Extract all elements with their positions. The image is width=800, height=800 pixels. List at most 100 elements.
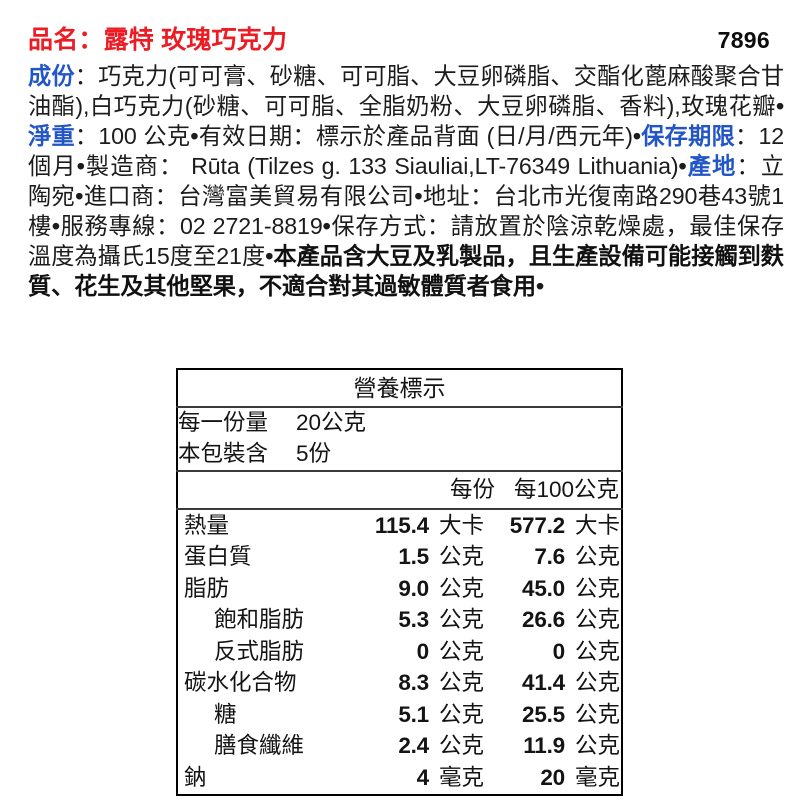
bullet-9: •: [322, 213, 331, 239]
nutrition-title: 營養標示: [177, 369, 623, 408]
manufacturer-value: Rūta (Tilzes g. 133 Siauliai,LT-76349 Li…: [191, 153, 679, 179]
serving-size-value: 20公克: [296, 409, 367, 435]
nutrient-per-serving-value: 115.4: [374, 512, 429, 538]
servings-per-pack-value: 5份: [296, 440, 332, 466]
servings-per-pack-label: 本包裝含: [178, 440, 269, 466]
nutrition-row: 蛋白質 1.5 公克 7.6 公克: [177, 542, 622, 574]
nutrient-per-100g-unit: 公克: [575, 670, 621, 695]
nutrient-per-100g-unit: 公克: [575, 544, 621, 569]
nutrition-row: 反式脂肪 0 公克 0 公克: [177, 636, 622, 668]
nutrient-per-serving-unit: 公克: [439, 670, 485, 695]
colon-3: ：: [292, 123, 316, 149]
nutrition-row: 脂肪 9.0 公克 45.0 公克: [177, 573, 622, 605]
product-code: 7896: [717, 27, 770, 53]
nutrition-column-header-row: 每份 每100公克: [177, 471, 623, 510]
nutrition-row: 熱量 115.4 大卡 577.2 大卡: [177, 509, 622, 542]
nutrient-per-serving-unit: 公克: [439, 701, 485, 727]
bullet-3: •: [632, 123, 641, 149]
nutrient-per-serving-value: 8.3: [398, 670, 429, 695]
nutrient-per-100g-value: 41.4: [522, 670, 565, 695]
nutrient-per-serving-value: 1.5: [398, 544, 429, 569]
nutrient-per-serving-unit: 公克: [439, 544, 485, 569]
bullet-6: •: [75, 183, 84, 209]
servings-per-pack-row: 本包裝含 5份: [177, 438, 623, 472]
colon-9: ：: [156, 213, 180, 239]
bullet-10: •: [265, 243, 274, 269]
bullet-11: •: [535, 273, 544, 299]
nutrient-per-serving-value: 2.4: [398, 733, 429, 758]
serving-size-row: 每一份量 20公克: [177, 407, 622, 438]
manufacturer-label: 製造商: [84, 153, 160, 179]
nutrient-per-100g-value: 20: [540, 764, 565, 790]
nutrient-per-serving-unit: 毫克: [439, 764, 485, 790]
nutrient-per-100g-unit: 公克: [575, 638, 621, 664]
nutrition-table-body: 營養標示 每一份量 20公克 本包裝含 5份 每份 每100公克 熱量 115.4 大卡…: [177, 369, 623, 795]
shelf-life-value: 12個月: [28, 123, 785, 179]
nutrition-row: 膳食纖維 2.4 公克 11.9 公克: [177, 731, 622, 763]
expiry-label: 有效日期: [198, 123, 293, 149]
nutrition-table: 營養標示 每一份量 20公克 本包裝含 5份 每份 每100公克 熱量 115.4 大卡…: [176, 368, 624, 796]
servings-per-pack-cell: 本包裝含 5份: [177, 438, 623, 472]
nutrient-per-100g-unit: 大卡: [575, 512, 621, 538]
nutrient-per-100g-unit: 公克: [575, 733, 621, 758]
product-name-field-label: 品名：: [28, 26, 104, 54]
ingredients-value: 巧克力(可可膏、砂糖、可可脂、大豆卵磷脂、交酯化蓖麻酸聚合甘油酯),白巧克力(砂…: [28, 63, 784, 119]
nutrition-row: 鈉 4 毫克 20 毫克: [177, 762, 622, 795]
nutrient-per-100g-unit: 毫克: [575, 764, 621, 790]
nutrient-per-100g-value: 7.6: [534, 544, 565, 569]
nutrient-name: 鈉: [184, 764, 207, 790]
colon-2: ：: [74, 123, 99, 149]
ingredients-label: 成份: [28, 63, 75, 89]
nutrition-row: 糖 5.1 公克 25.5 公克: [177, 699, 622, 731]
nutrition-row: 飽和脂肪 5.3 公克 26.6 公克: [177, 605, 622, 637]
bullet-1: •: [775, 93, 784, 119]
storage-value: 請放置於陰涼乾燥處，最佳保存溫度為攝氏15度至21度: [28, 213, 784, 269]
nutrient-name: 膳食纖維: [214, 733, 305, 758]
serving-size-cell: 每一份量 20公克: [177, 407, 622, 438]
nutrient-name: 熱量: [184, 512, 230, 538]
nutrient-per-serving-unit: 公克: [439, 638, 485, 664]
nutrient-name: 反式脂肪: [214, 638, 305, 664]
bullet-2: •: [190, 123, 199, 149]
nutrient-per-100g-unit: 公克: [575, 701, 621, 727]
nutrient-per-serving-unit: 公克: [439, 575, 485, 601]
bullet-8: •: [51, 213, 60, 239]
colon-10: ：: [426, 213, 451, 239]
nutrient-per-serving-unit: 大卡: [439, 512, 485, 538]
nutrient-per-100g-value: 0: [552, 638, 566, 664]
nutrient-per-100g-value: 25.5: [522, 701, 565, 727]
bullet-4: •: [76, 153, 85, 179]
storage-label: 保存方式: [330, 213, 427, 239]
nutrient-per-serving-value: 9.0: [398, 575, 429, 601]
nutrient-per-100g-value: 45.0: [522, 575, 565, 601]
nutrient-per-serving-value: 5.1: [398, 701, 429, 727]
service-line-value: 02 2721-8819: [179, 213, 323, 239]
nutrient-per-serving-value: 5.3: [398, 607, 429, 632]
bullet-7: •: [414, 183, 423, 209]
shelf-life-label: 保存期限: [640, 123, 735, 149]
colon-6: ：: [736, 153, 761, 179]
nutrition-facts-panel: 營養標示 每一份量 20公克 本包裝含 5份 每份 每100公克 熱量 115.4 大卡…: [176, 368, 624, 796]
col-header-per-100g: 每100公克: [497, 471, 623, 510]
col-header-per-serving: 每份: [352, 471, 497, 510]
allergen-warning: 本產品含大豆及乳製品，且生產設備可能接觸到麩質、花生及其他堅果，不適合對其過敏體…: [28, 243, 784, 299]
net-weight-value: 100 公克: [98, 123, 191, 149]
expiry-value: 標示於產品背面 (日/月/西元年): [315, 123, 633, 149]
colon-8: ：: [470, 183, 494, 209]
product-info-paragraph: 成份：巧克力(可可膏、砂糖、可可脂、大豆卵磷脂、交酯化蓖麻酸聚合甘油酯),白巧克…: [28, 61, 784, 301]
origin-label: 產地: [686, 153, 737, 179]
origin-value: 立陶宛: [28, 153, 784, 209]
nutrient-name: 碳水化合物: [184, 670, 297, 695]
nutrient-per-serving-unit: 公克: [439, 607, 485, 632]
product-name-value: 露特 玫瑰巧克力: [103, 26, 288, 54]
title-row: 品名：露特 玫瑰巧克力 7896: [28, 26, 778, 54]
importer-value: 台灣富美貿易有限公司: [178, 183, 415, 209]
nutrient-per-serving-unit: 公克: [439, 733, 485, 758]
nutrient-name: 飽和脂肪: [214, 607, 305, 632]
nutrient-per-serving-value: 0: [416, 638, 430, 664]
service-line-label: 服務專線: [59, 213, 157, 239]
nutrition-row: 碳水化合物 8.3 公克 41.4 公克: [177, 668, 622, 700]
colon-1: ：: [74, 63, 99, 89]
nutrient-per-100g-value: 26.6: [522, 607, 565, 632]
